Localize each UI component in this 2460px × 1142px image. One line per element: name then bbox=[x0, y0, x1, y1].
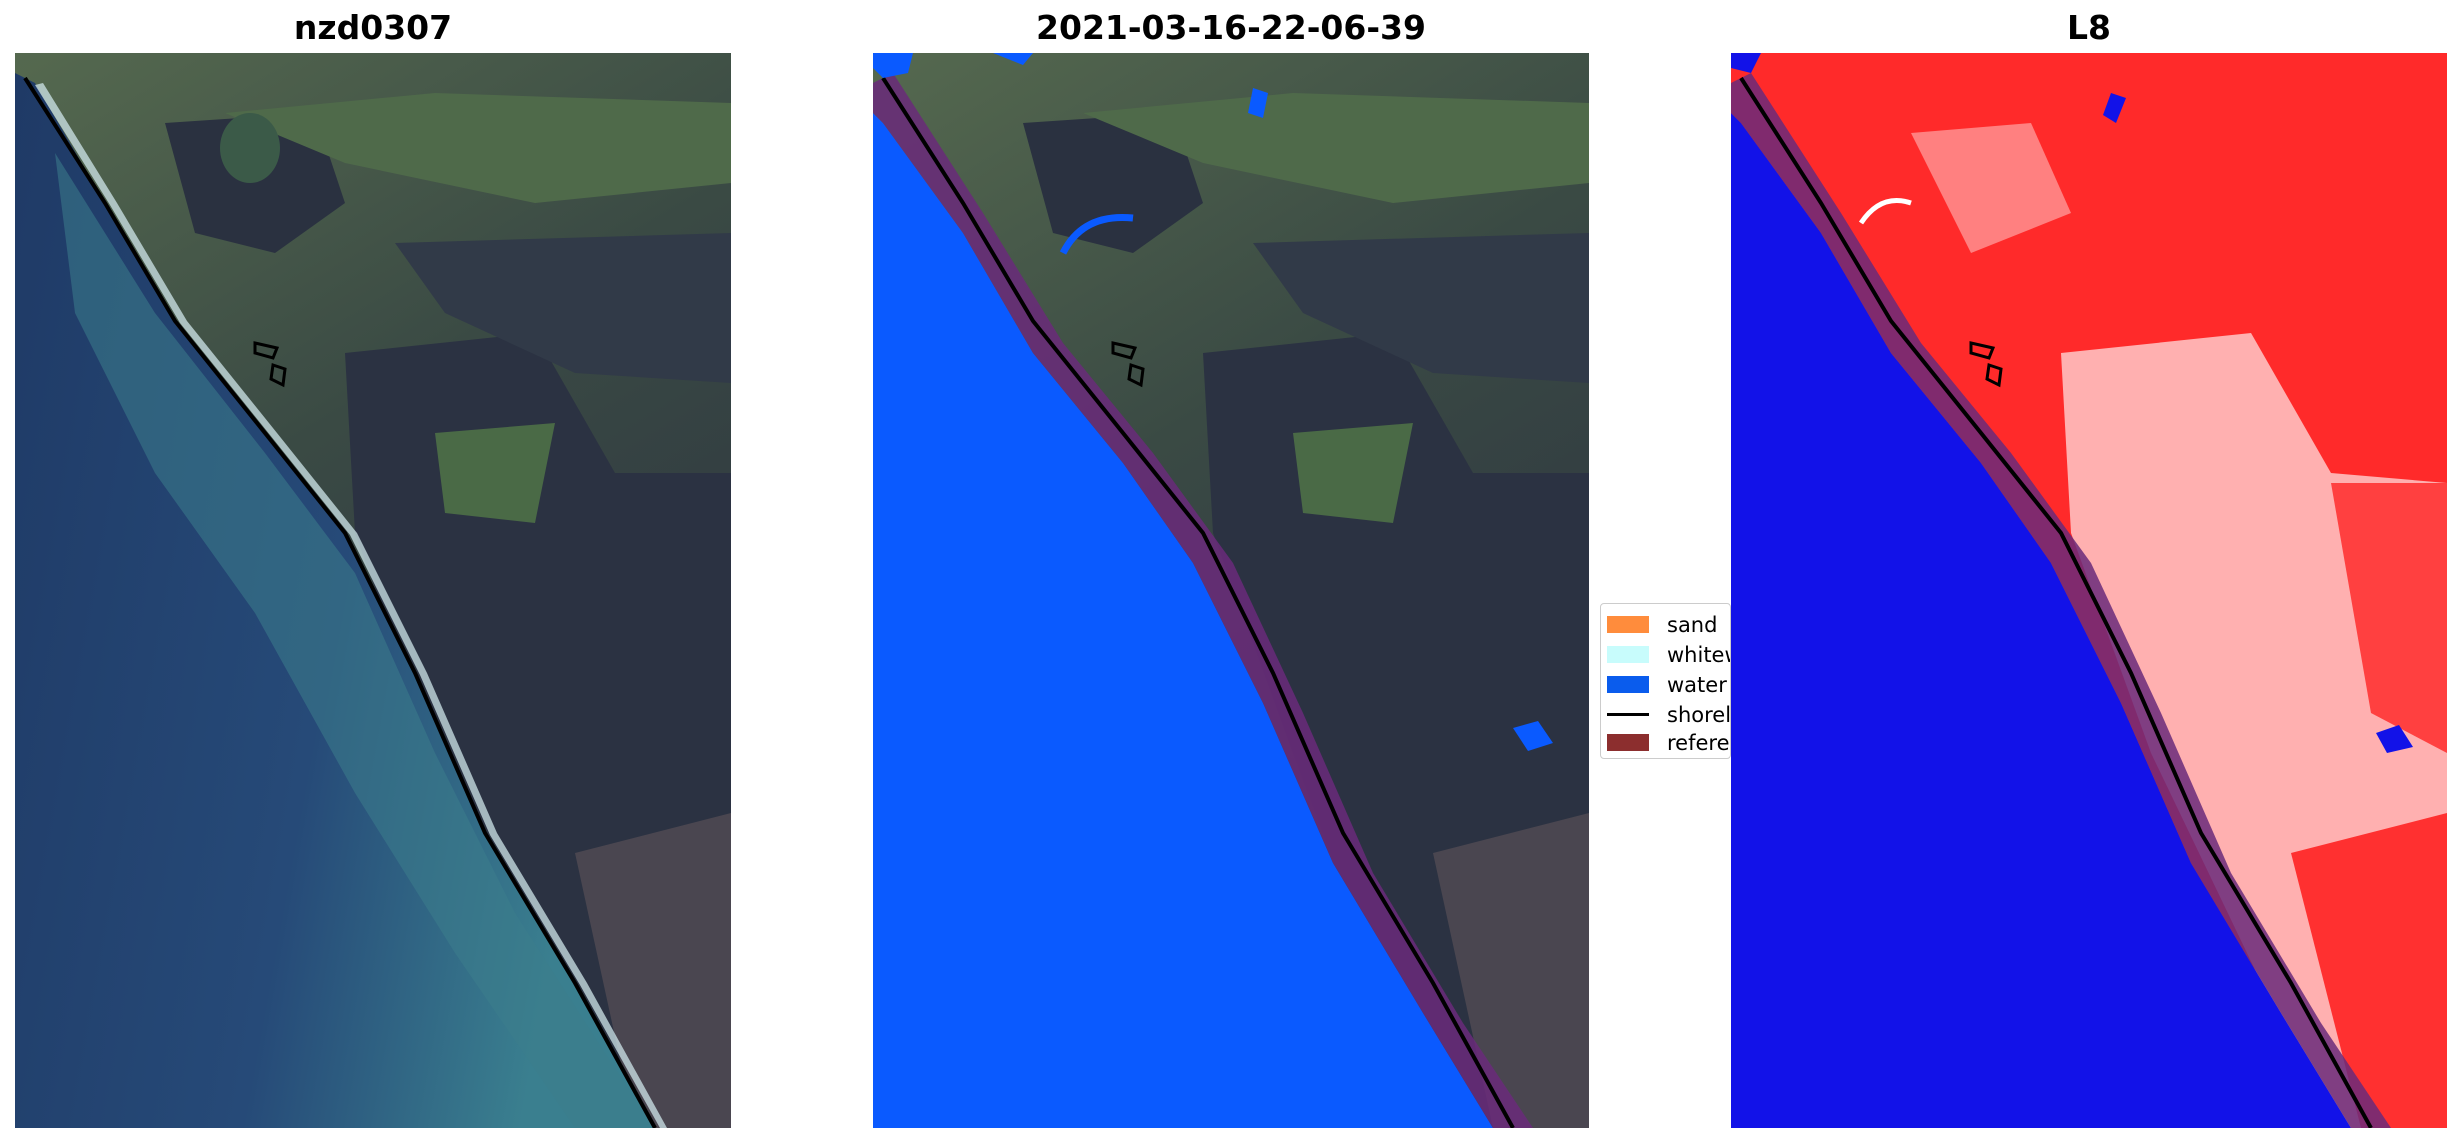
pond-water bbox=[2376, 725, 2413, 753]
water-class bbox=[873, 53, 913, 78]
cleared-land bbox=[575, 813, 731, 1128]
water-class bbox=[1248, 88, 1268, 118]
shoreline bbox=[881, 76, 1515, 1128]
lagoon-outline bbox=[1127, 363, 1145, 388]
legend-swatch-water bbox=[1607, 676, 1649, 693]
water-index bbox=[1731, 113, 2351, 1128]
river-channel bbox=[1858, 198, 1912, 225]
field-patch bbox=[220, 113, 280, 183]
turbid-plume bbox=[55, 153, 655, 1128]
l8-image-canvas bbox=[1731, 53, 2447, 1128]
classified-image bbox=[873, 53, 1589, 1128]
water-class bbox=[873, 113, 1493, 1128]
lagoon-outline bbox=[1969, 341, 1996, 360]
legend-line-shoreline bbox=[1607, 713, 1649, 716]
surf-zone bbox=[35, 83, 667, 1128]
classified-image-canvas bbox=[873, 53, 1589, 1128]
legend-label-sand: sand bbox=[1667, 613, 1718, 637]
lagoon-outline bbox=[1985, 363, 2003, 388]
index-patch bbox=[2331, 483, 2447, 753]
lagoon-outline bbox=[269, 363, 287, 388]
legend-swatch-reference bbox=[1607, 734, 1649, 751]
index-patch bbox=[2291, 813, 2447, 1128]
farm-fields bbox=[225, 93, 731, 203]
farm-fields bbox=[435, 423, 555, 523]
lagoon-outline bbox=[253, 341, 280, 360]
legend-item-water: water bbox=[1607, 672, 1730, 698]
pond-water bbox=[1513, 721, 1553, 751]
legend-item-sand: sand bbox=[1607, 612, 1730, 638]
farm-fields bbox=[1083, 93, 1589, 203]
farm-fields bbox=[1293, 423, 1413, 523]
forest-block bbox=[165, 113, 345, 253]
shoreline bbox=[23, 76, 657, 1128]
lagoon-outline bbox=[1111, 341, 1138, 360]
reference-buffer bbox=[873, 73, 1533, 1128]
legend-swatch-sand bbox=[1607, 616, 1649, 633]
l8-index-image bbox=[1731, 53, 2447, 1128]
legend-item-shoreline: shoreline bbox=[1607, 702, 1731, 728]
water-class bbox=[993, 53, 1033, 65]
shoreline bbox=[1739, 76, 2373, 1128]
panel-title-classified: 2021-03-16-22-06-39 bbox=[1036, 8, 1426, 47]
water-index bbox=[1731, 53, 1761, 73]
legend-swatch-whitewater bbox=[1607, 646, 1649, 663]
panel-title-rgb: nzd0307 bbox=[293, 8, 453, 47]
panel-title-l8: L8 bbox=[2067, 8, 2111, 47]
cleared-land bbox=[1433, 813, 1589, 1128]
river-water bbox=[1059, 213, 1134, 255]
forest-block bbox=[395, 233, 731, 383]
legend-label-water: water bbox=[1667, 673, 1727, 697]
rgb-image-canvas bbox=[15, 53, 731, 1128]
legend-label-reference: reference shoreline buffer bbox=[1667, 731, 1730, 755]
water-index bbox=[2103, 93, 2126, 123]
rgb-satellite-image bbox=[15, 53, 731, 1128]
index-patch bbox=[1911, 123, 2071, 253]
forest-block bbox=[1253, 233, 1589, 383]
forest-block bbox=[1023, 113, 1203, 253]
reference-buffer bbox=[1731, 73, 2391, 1128]
legend-label-shoreline: shoreline bbox=[1667, 703, 1731, 727]
legend-item-reference: reference shoreline buffer bbox=[1607, 730, 1730, 756]
